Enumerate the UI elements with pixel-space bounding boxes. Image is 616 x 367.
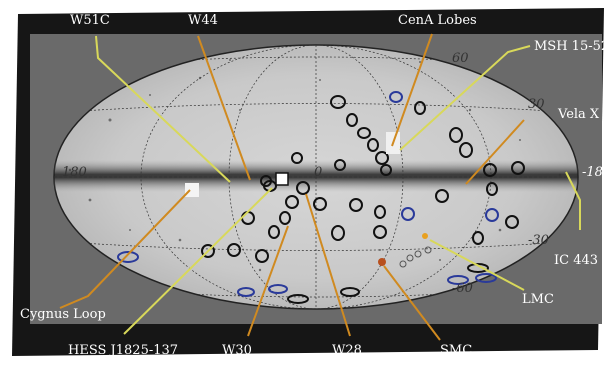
source-ellipse — [349, 198, 363, 212]
source-ellipse — [406, 254, 414, 262]
source-ellipse — [483, 163, 497, 177]
source-ellipse — [467, 263, 489, 273]
source-ellipse — [340, 287, 360, 297]
source-markers — [117, 91, 525, 304]
source-ellipse — [330, 95, 346, 109]
source-ellipse — [399, 260, 407, 268]
grid-label-lat-30: 30 — [528, 97, 545, 112]
source-ellipse — [435, 189, 449, 203]
source-ellipse — [447, 275, 469, 285]
source-ellipse — [357, 127, 371, 139]
label-cygnus-loop: Cygnus Loop — [20, 307, 106, 322]
label-lmc: LMC — [522, 292, 554, 307]
source-ellipse — [414, 250, 422, 258]
source-ellipse — [291, 152, 303, 164]
source-ellipse — [296, 181, 310, 195]
source-ellipse — [285, 195, 299, 209]
source-ellipse — [260, 175, 272, 187]
source-ellipse — [227, 243, 241, 257]
label-msh-15-52: MSH 15-52 — [534, 39, 609, 54]
source-ellipse — [374, 205, 386, 219]
source-ellipse — [511, 161, 525, 175]
source-ellipse — [367, 138, 379, 152]
aitoff-sky-map — [53, 44, 579, 310]
label-cena-lobes: CenA Lobes — [398, 13, 477, 28]
source-ellipse — [449, 127, 463, 143]
source-ellipse — [459, 142, 473, 158]
source-ellipse — [486, 182, 498, 196]
lmc-marker — [422, 233, 428, 239]
label-w44: W44 — [188, 13, 218, 28]
source-ellipse — [279, 211, 291, 225]
source-ellipse — [472, 231, 484, 245]
source-ellipse — [346, 113, 358, 127]
label-smc: SMC — [440, 343, 472, 358]
label-ic443: IC 443 — [554, 253, 598, 268]
source-ellipse — [237, 287, 255, 297]
source-ellipse — [424, 246, 432, 254]
label-w30: W30 — [222, 343, 252, 358]
source-patch — [185, 183, 199, 197]
source-ellipse — [334, 159, 346, 171]
source-ellipse — [401, 207, 415, 221]
source-patch — [275, 172, 289, 186]
source-ellipse — [389, 91, 403, 103]
source-ellipse — [201, 244, 215, 258]
label-w28: W28 — [332, 343, 362, 358]
source-ellipse — [268, 284, 288, 294]
label-vela-x: Vela X — [557, 107, 600, 122]
grid-label-lon-minus-180: -18 — [582, 165, 603, 180]
source-ellipse — [313, 197, 327, 211]
source-ellipse — [331, 225, 345, 241]
source-ellipse — [505, 215, 519, 229]
source-ellipse — [117, 251, 139, 263]
source-ellipse — [373, 225, 387, 239]
source-ellipse — [375, 151, 389, 165]
grid-label-lon-0: 0 — [314, 165, 322, 180]
source-ellipse — [414, 101, 426, 115]
label-hess-j1825-137: HESS J1825-137 — [68, 343, 178, 358]
source-ellipse — [255, 249, 269, 263]
source-ellipse — [287, 294, 309, 304]
grid-label-lat-minus-60: -60 — [452, 281, 473, 296]
grid-label-lat-60: 60 — [452, 51, 469, 66]
smc-marker — [378, 258, 386, 266]
grid-label-lon-180: 180 — [62, 165, 87, 180]
source-ellipse — [268, 225, 280, 239]
source-ellipse — [475, 273, 497, 283]
leader-lines — [59, 33, 581, 341]
grid-label-lat-minus-30: -30 — [528, 233, 549, 248]
label-w51c: W51C — [70, 13, 110, 28]
source-ellipse — [380, 164, 392, 176]
source-ellipse — [485, 208, 499, 222]
